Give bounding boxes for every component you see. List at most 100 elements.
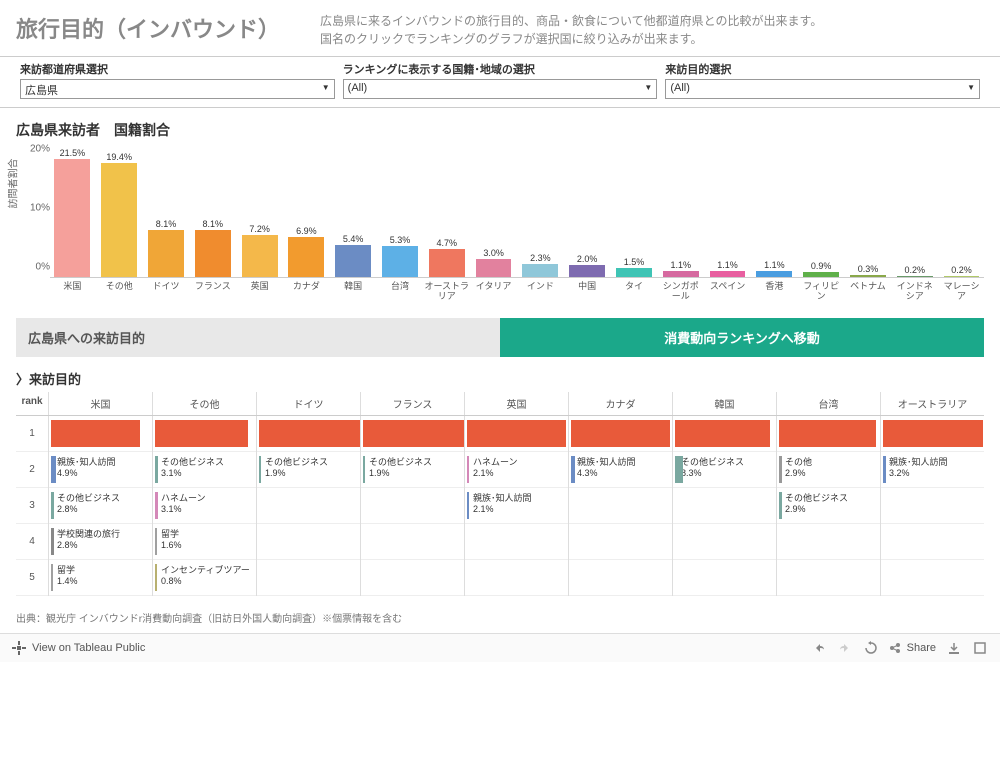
purpose-cell[interactable]: その他ビジネス3.1% [153,452,256,488]
redo-icon[interactable] [837,640,853,656]
country-header[interactable]: オーストラリア [880,392,984,415]
bar-マレーシア[interactable]: 0.2% [939,148,984,277]
purpose-cell[interactable] [673,560,776,596]
country-header[interactable]: 英国 [464,392,568,415]
bar-ベトナム[interactable]: 0.3% [846,148,891,277]
bar-香港[interactable]: 1.1% [752,148,797,277]
purpose-cell[interactable]: その他ビジネス2.8% [49,488,152,524]
purpose-cell[interactable] [673,488,776,524]
purpose-cell[interactable] [777,560,880,596]
purpose-cell[interactable]: 観光･レジャー98.1% [257,416,360,452]
country-header[interactable]: 米国 [48,392,152,415]
purpose-cell[interactable]: その他ビジネス1.9% [361,452,464,488]
purpose-cell[interactable]: その他ビジネス1.9% [257,452,360,488]
purpose-cell[interactable]: インセンティブツアー0.8% [153,560,256,596]
purpose-cell[interactable] [361,524,464,560]
purpose-cell[interactable]: ハネムーン3.1% [153,488,256,524]
purpose-cell[interactable] [465,560,568,596]
bar-その他[interactable]: 19.4% [97,148,142,277]
bar-rect [850,275,886,277]
bar-インドネシア[interactable]: 0.2% [892,148,937,277]
bar-rect [522,264,558,277]
purpose-cell[interactable]: 観光･レジャー95.8% [465,416,568,452]
purpose-cell[interactable]: その他ビジネス2.9% [777,488,880,524]
bar-カナダ[interactable]: 6.9% [284,148,329,277]
purpose-cell[interactable]: ハネムーン2.1% [465,452,568,488]
purpose-cell[interactable]: 観光･レジャー91.7% [673,416,776,452]
bar-value-label: 5.3% [390,235,411,245]
purpose-cell[interactable] [569,488,672,524]
purpose-name: ハネムーン [473,455,564,468]
purpose-cell[interactable] [569,524,672,560]
purpose-pct: 2.8% [57,504,148,514]
purpose-cell[interactable]: 親族･知人訪問4.3% [569,452,672,488]
purpose-cell[interactable] [257,488,360,524]
purpose-cell[interactable] [361,488,464,524]
country-column: 観光･レジャー95.8%ハネムーン2.1%親族･知人訪問2.1% [464,416,568,596]
bar-フィリピン[interactable]: 0.9% [799,148,844,277]
bar-シンガポール[interactable]: 1.1% [658,148,703,277]
purpose-cell[interactable]: 親族･知人訪問3.2% [881,452,984,488]
country-header[interactable]: 韓国 [672,392,776,415]
view-on-tableau-button[interactable]: View on Tableau Public [12,641,145,655]
purpose-cell[interactable] [361,560,464,596]
purpose-cell[interactable]: 観光･レジャー95.7% [569,416,672,452]
purpose-cell[interactable]: 観光･レジャー86.0% [49,416,152,452]
tab-visit-purpose[interactable]: 広島県への来訪目的 [16,318,500,357]
purpose-cell[interactable]: その他2.9% [777,452,880,488]
bar-台湾[interactable]: 5.3% [378,148,423,277]
country-column: 観光･レジャー95.7%親族･知人訪問4.3% [568,416,672,596]
purpose-bar [571,420,670,447]
country-header[interactable]: フランス [360,392,464,415]
purpose-select[interactable]: (All) [665,79,980,99]
purpose-cell[interactable] [257,524,360,560]
purpose-name: その他ビジネス [161,455,252,468]
prefecture-select[interactable]: 広島県 [20,79,335,99]
purpose-cell[interactable]: 観光･レジャー96.8% [881,416,984,452]
reset-icon[interactable] [863,640,879,656]
undo-icon[interactable] [811,640,827,656]
bar-韓国[interactable]: 5.4% [331,148,376,277]
purpose-cell[interactable]: 学校関連の旅行2.8% [49,524,152,560]
share-button[interactable]: Share [889,642,936,654]
bar-インド[interactable]: 2.3% [518,148,563,277]
page-title: 旅行目的（インバウンド） [16,12,280,44]
purpose-cell[interactable] [465,524,568,560]
tab-consumption-ranking[interactable]: 消費動向ランキングへ移動 [500,318,984,357]
purpose-cell[interactable]: 親族･知人訪問4.9% [49,452,152,488]
country-header[interactable]: その他 [152,392,256,415]
fullscreen-icon[interactable] [972,640,988,656]
purpose-cell[interactable] [569,560,672,596]
bar-イタリア[interactable]: 3.0% [471,148,516,277]
purpose-cell[interactable] [881,524,984,560]
country-header[interactable]: カナダ [568,392,672,415]
download-icon[interactable] [946,640,962,656]
bar-フランス[interactable]: 8.1% [190,148,235,277]
purpose-cell[interactable] [881,560,984,596]
purpose-bar [155,564,157,591]
bar-オーストラリア[interactable]: 4.7% [424,148,469,277]
purpose-cell[interactable]: その他ビジネス8.3% [673,452,776,488]
purpose-cell[interactable] [881,488,984,524]
country-header[interactable]: ドイツ [256,392,360,415]
nationality-select[interactable]: (All) [343,79,658,99]
purpose-bar [779,420,876,447]
purpose-cell[interactable]: 留学1.6% [153,524,256,560]
bar-米国[interactable]: 21.5% [50,148,95,277]
purpose-cell[interactable]: 親族･知人訪問2.1% [465,488,568,524]
bar-中国[interactable]: 2.0% [565,148,610,277]
purpose-cell[interactable] [257,560,360,596]
bar-英国[interactable]: 7.2% [237,148,282,277]
purpose-cell[interactable]: 観光･レジャー89.9% [153,416,256,452]
bar-ドイツ[interactable]: 8.1% [144,148,189,277]
purpose-name: 親族･知人訪問 [57,455,148,468]
purpose-cell[interactable] [673,524,776,560]
purpose-cell[interactable]: 留学1.4% [49,560,152,596]
country-header[interactable]: 台湾 [776,392,880,415]
purpose-cell[interactable]: 観光･レジャー94.3% [777,416,880,452]
bar-スペイン[interactable]: 1.1% [705,148,750,277]
purpose-cell[interactable]: 観光･レジャー98.1% [361,416,464,452]
bar-rect [663,271,699,277]
purpose-cell[interactable] [777,524,880,560]
bar-タイ[interactable]: 1.5% [612,148,657,277]
